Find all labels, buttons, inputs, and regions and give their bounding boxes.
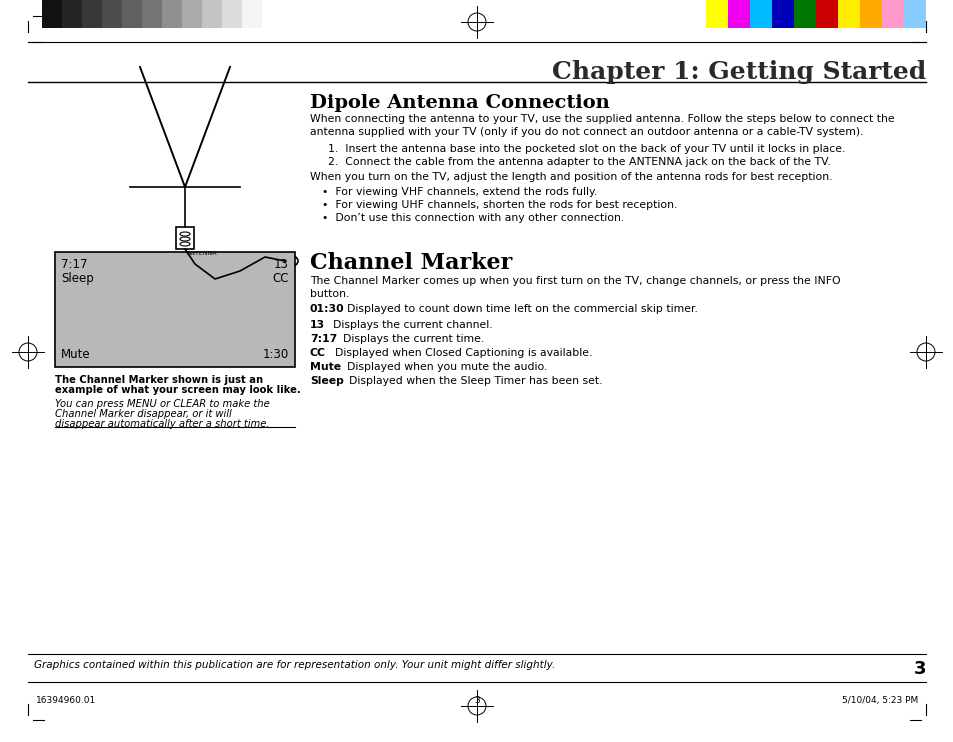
- Text: •  For viewing VHF channels, extend the rods fully.: • For viewing VHF channels, extend the r…: [322, 187, 597, 197]
- Text: CC: CC: [310, 348, 326, 358]
- Text: Channel Marker disappear, or it will: Channel Marker disappear, or it will: [55, 409, 232, 419]
- Bar: [82, 0, 102, 28]
- Text: 13: 13: [310, 320, 325, 330]
- Text: 3: 3: [913, 660, 925, 678]
- Bar: [162, 0, 182, 28]
- Text: 7:17: 7:17: [310, 334, 337, 344]
- Text: 7:17: 7:17: [61, 258, 88, 271]
- Bar: [859, 0, 882, 28]
- Text: •  For viewing UHF channels, shorten the rods for best reception.: • For viewing UHF channels, shorten the …: [322, 200, 677, 210]
- Bar: [242, 0, 262, 28]
- Text: Mute: Mute: [61, 348, 91, 361]
- Text: 3: 3: [474, 696, 479, 705]
- Bar: [771, 0, 793, 28]
- Text: 16394960.01: 16394960.01: [36, 696, 96, 705]
- Text: button.: button.: [310, 289, 349, 299]
- Text: Displayed when you mute the audio.: Displayed when you mute the audio.: [339, 362, 547, 372]
- Text: Displays the current time.: Displays the current time.: [335, 334, 484, 344]
- Text: 13: 13: [274, 258, 289, 271]
- Bar: [705, 0, 727, 28]
- Text: Dipole Antenna Connection: Dipole Antenna Connection: [310, 94, 609, 112]
- Bar: [55, 252, 294, 367]
- Text: •  Don’t use this connection with any other connection.: • Don’t use this connection with any oth…: [322, 213, 623, 223]
- Text: When you turn on the TV, adjust the length and position of the antenna rods for : When you turn on the TV, adjust the leng…: [310, 172, 832, 182]
- Bar: [815, 0, 837, 28]
- Bar: [175, 227, 193, 249]
- Text: 5/10/04, 5:23 PM: 5/10/04, 5:23 PM: [841, 696, 917, 705]
- Text: Chapter 1: Getting Started: Chapter 1: Getting Started: [551, 60, 925, 84]
- Bar: [62, 0, 82, 28]
- Text: Mute: Mute: [310, 362, 341, 372]
- Text: Graphics contained within this publication are for representation only. Your uni: Graphics contained within this publicati…: [34, 660, 555, 670]
- Text: CC: CC: [273, 272, 289, 285]
- Bar: [102, 0, 122, 28]
- Bar: [727, 0, 749, 28]
- Text: Displayed to count down time left on the commercial skip timer.: Displayed to count down time left on the…: [339, 304, 698, 314]
- Bar: [280, 255, 284, 267]
- Text: example of what your screen may look like.: example of what your screen may look lik…: [55, 385, 300, 395]
- Text: The Channel Marker comes up when you first turn on the TV, change channels, or p: The Channel Marker comes up when you fir…: [310, 276, 840, 286]
- Bar: [142, 0, 162, 28]
- Text: Displayed when the Sleep Timer has been set.: Displayed when the Sleep Timer has been …: [341, 376, 602, 386]
- Text: 2.  Connect the cable from the antenna adapter to the ANTENNA jack on the back o: 2. Connect the cable from the antenna ad…: [328, 157, 830, 167]
- Text: 01:30: 01:30: [310, 304, 344, 314]
- Bar: [222, 0, 242, 28]
- Bar: [837, 0, 859, 28]
- Bar: [903, 0, 925, 28]
- Text: ANTENNA: ANTENNA: [187, 251, 217, 256]
- Text: Sleep: Sleep: [61, 272, 93, 285]
- Bar: [122, 0, 142, 28]
- Text: antenna supplied with your TV (only if you do not connect an outdoor antenna or : antenna supplied with your TV (only if y…: [310, 127, 862, 137]
- Bar: [42, 0, 62, 28]
- Bar: [202, 0, 222, 28]
- Text: Sleep: Sleep: [310, 376, 343, 386]
- Bar: [749, 0, 771, 28]
- Text: When connecting the antenna to your TV, use the supplied antenna. Follow the ste: When connecting the antenna to your TV, …: [310, 114, 894, 124]
- Text: disappear automatically after a short time.: disappear automatically after a short ti…: [55, 419, 269, 429]
- Text: You can press MENU or CLEAR to make the: You can press MENU or CLEAR to make the: [55, 399, 270, 409]
- Text: Channel Marker: Channel Marker: [310, 252, 512, 274]
- Text: 1.  Insert the antenna base into the pocketed slot on the back of your TV until : 1. Insert the antenna base into the pock…: [328, 144, 844, 154]
- Text: Displays the current channel.: Displays the current channel.: [326, 320, 492, 330]
- Bar: [882, 0, 903, 28]
- Text: 1:30: 1:30: [262, 348, 289, 361]
- Text: The Channel Marker shown is just an: The Channel Marker shown is just an: [55, 375, 263, 385]
- Ellipse shape: [284, 258, 294, 264]
- Text: Displayed when Closed Captioning is available.: Displayed when Closed Captioning is avai…: [328, 348, 592, 358]
- Bar: [182, 0, 202, 28]
- Bar: [793, 0, 815, 28]
